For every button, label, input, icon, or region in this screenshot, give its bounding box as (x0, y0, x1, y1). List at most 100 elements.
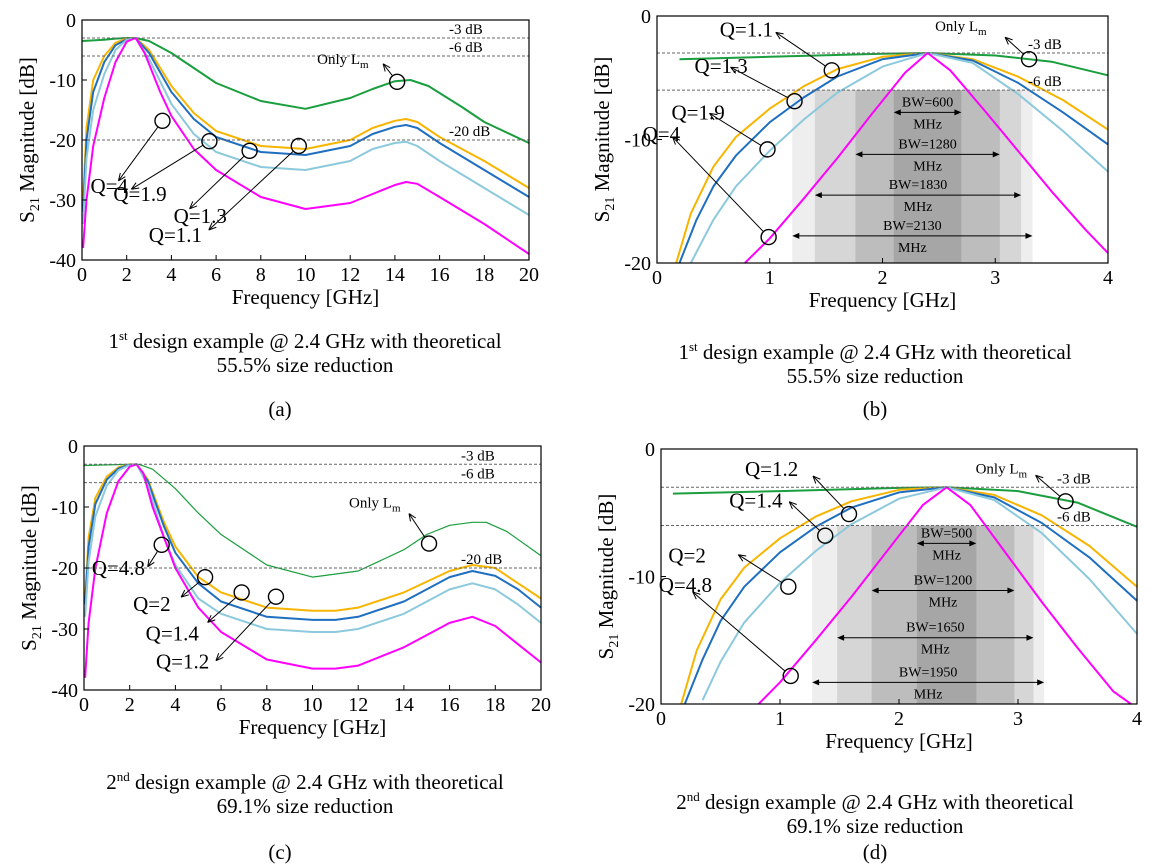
x-tick-label: 12 (340, 264, 360, 286)
annotation-arrow (1004, 36, 1024, 55)
bandwidth-unit: MHz (913, 159, 942, 174)
annotation-arrowhead (672, 136, 681, 145)
caption-d-line1-pre: 2 (676, 790, 687, 814)
y-tick-label: -30 (49, 190, 76, 212)
annotation-arrow (692, 591, 785, 672)
annotation-arrowhead (215, 652, 224, 662)
x-tick-label: 1 (765, 267, 775, 289)
annotation-label: Q=1.9 (671, 100, 724, 124)
caption-b-line2: 55.5% size reduction (786, 364, 964, 388)
ref-line-label: -6 dB (461, 467, 495, 483)
x-tick-label: 10 (303, 694, 323, 716)
x-tick-label: 0 (652, 267, 662, 289)
annotation-label: Q=2 (668, 544, 706, 568)
ref-line-label: -20 dB (449, 124, 490, 140)
y-axis-title: S21 Magnitude [dB] (17, 485, 45, 651)
annotation-arrow (709, 112, 761, 146)
x-tick-label: 16 (430, 264, 450, 286)
x-tick-label: 2 (894, 708, 904, 730)
caption-d: 2nd design example @ 2.4 GHz with theore… (595, 785, 1155, 838)
annotation-arrowhead (130, 182, 140, 190)
series-line (701, 486, 1138, 701)
x-tick-label: 3 (990, 267, 1000, 289)
x-tick-label: 18 (474, 264, 494, 286)
caption-c-line2: 69.1% size reduction (216, 794, 394, 818)
ref-line-label: -3 dB (449, 22, 483, 38)
bandwidth-label: BW=600 (902, 95, 953, 110)
annotation-label: Q=1.4 (729, 489, 783, 513)
ref-line-label: -6 dB (449, 40, 483, 56)
series-line (675, 52, 1109, 264)
ref-line-label: -3 dB (461, 448, 495, 464)
series-line (84, 463, 542, 633)
caption-b: 1st design example @ 2.4 GHz with theore… (595, 335, 1155, 388)
caption-c: 2nd design example @ 2.4 GHz with theore… (20, 765, 590, 818)
annotation-arrowhead (730, 66, 739, 74)
y-tick-label: -10 (49, 70, 76, 92)
bandwidth-unit: MHz (929, 596, 958, 611)
annotation-label: Q=4.8 (92, 556, 145, 580)
x-tick-label: 20 (531, 694, 551, 716)
y-tick-label: -30 (51, 619, 78, 641)
annotation-label: Only Lm (935, 19, 987, 38)
annotation-label: Q=2 (133, 592, 171, 616)
x-tick-label: 6 (216, 694, 226, 716)
annotation-arrowhead (788, 501, 797, 510)
x-tick-label: 6 (211, 264, 221, 286)
annotation-label: Only Lm (349, 496, 401, 515)
y-tick-label: -10 (51, 497, 78, 519)
x-tick-label: 14 (385, 264, 405, 286)
bandwidth-band (916, 525, 977, 704)
annotation-arrowhead (189, 201, 198, 210)
annotation-label: Q=1.3 (174, 204, 227, 228)
caption-a-sup: st (118, 328, 128, 343)
series-line (84, 463, 542, 678)
annotation-arrowhead (1035, 474, 1044, 483)
caption-c-line1-post: design example @ 2.4 GHz with theoretica… (129, 770, 504, 794)
x-tick-label: 10 (296, 264, 316, 286)
x-tick-label: 4 (1103, 267, 1113, 289)
x-tick-label: 20 (519, 264, 539, 286)
y-tick-label: -20 (49, 130, 76, 152)
y-tick-label: -40 (51, 680, 78, 702)
x-tick-label: 1 (775, 708, 785, 730)
annotation-marker (817, 527, 834, 544)
annotation-label: Q=4.8 (659, 573, 712, 597)
annotation-label: Q=1.3 (695, 54, 748, 78)
ref-line-label: -3 dB (1057, 471, 1091, 487)
annotation-arrow (408, 513, 426, 538)
x-tick-label: 0 (79, 694, 89, 716)
annotation-label: Q=1.4 (146, 621, 200, 645)
x-axis-title: Frequency [GHz] (809, 288, 957, 312)
annotation-marker (759, 141, 776, 158)
chart-panel-1: -3 dB -6 dB BW=600 MHz BW=1280 MHz BW=1830 MHz B… (590, 6, 1113, 312)
x-tick-label: 16 (440, 694, 460, 716)
annotation-arrow (382, 63, 393, 76)
annotation-marker (780, 578, 797, 595)
x-tick-label: 0 (656, 708, 666, 730)
series-line (84, 463, 542, 612)
annotation-marker (241, 142, 258, 160)
annotation-label: Q=4 (90, 174, 128, 198)
bandwidth-label: BW=2130 (883, 219, 941, 234)
ref-line-label: -3 dB (1028, 37, 1062, 53)
caption-d-line1-post: design example @ 2.4 GHz with theoretica… (699, 790, 1074, 814)
annotation-marker (153, 536, 170, 554)
x-tick-label: 4 (166, 264, 176, 286)
annotation-marker (154, 112, 171, 130)
annotation-marker (1020, 51, 1038, 68)
annotation-arrow (180, 581, 200, 598)
x-tick-label: 8 (262, 694, 272, 716)
x-tick-label: 8 (256, 264, 266, 286)
x-tick-label: 2 (878, 267, 888, 289)
bandwidth-label: BW=1200 (914, 574, 972, 589)
annotation-arrowhead (812, 475, 821, 484)
y-axis-title: S21 Magnitude [dB] (590, 57, 618, 223)
series-line (678, 52, 1109, 264)
caption-a-line2: 55.5% size reduction (216, 353, 394, 377)
series-line (689, 52, 1109, 264)
annotation-arrowhead (117, 172, 126, 182)
bandwidth-label: BW=1950 (899, 665, 957, 680)
annotation-marker (233, 584, 250, 601)
